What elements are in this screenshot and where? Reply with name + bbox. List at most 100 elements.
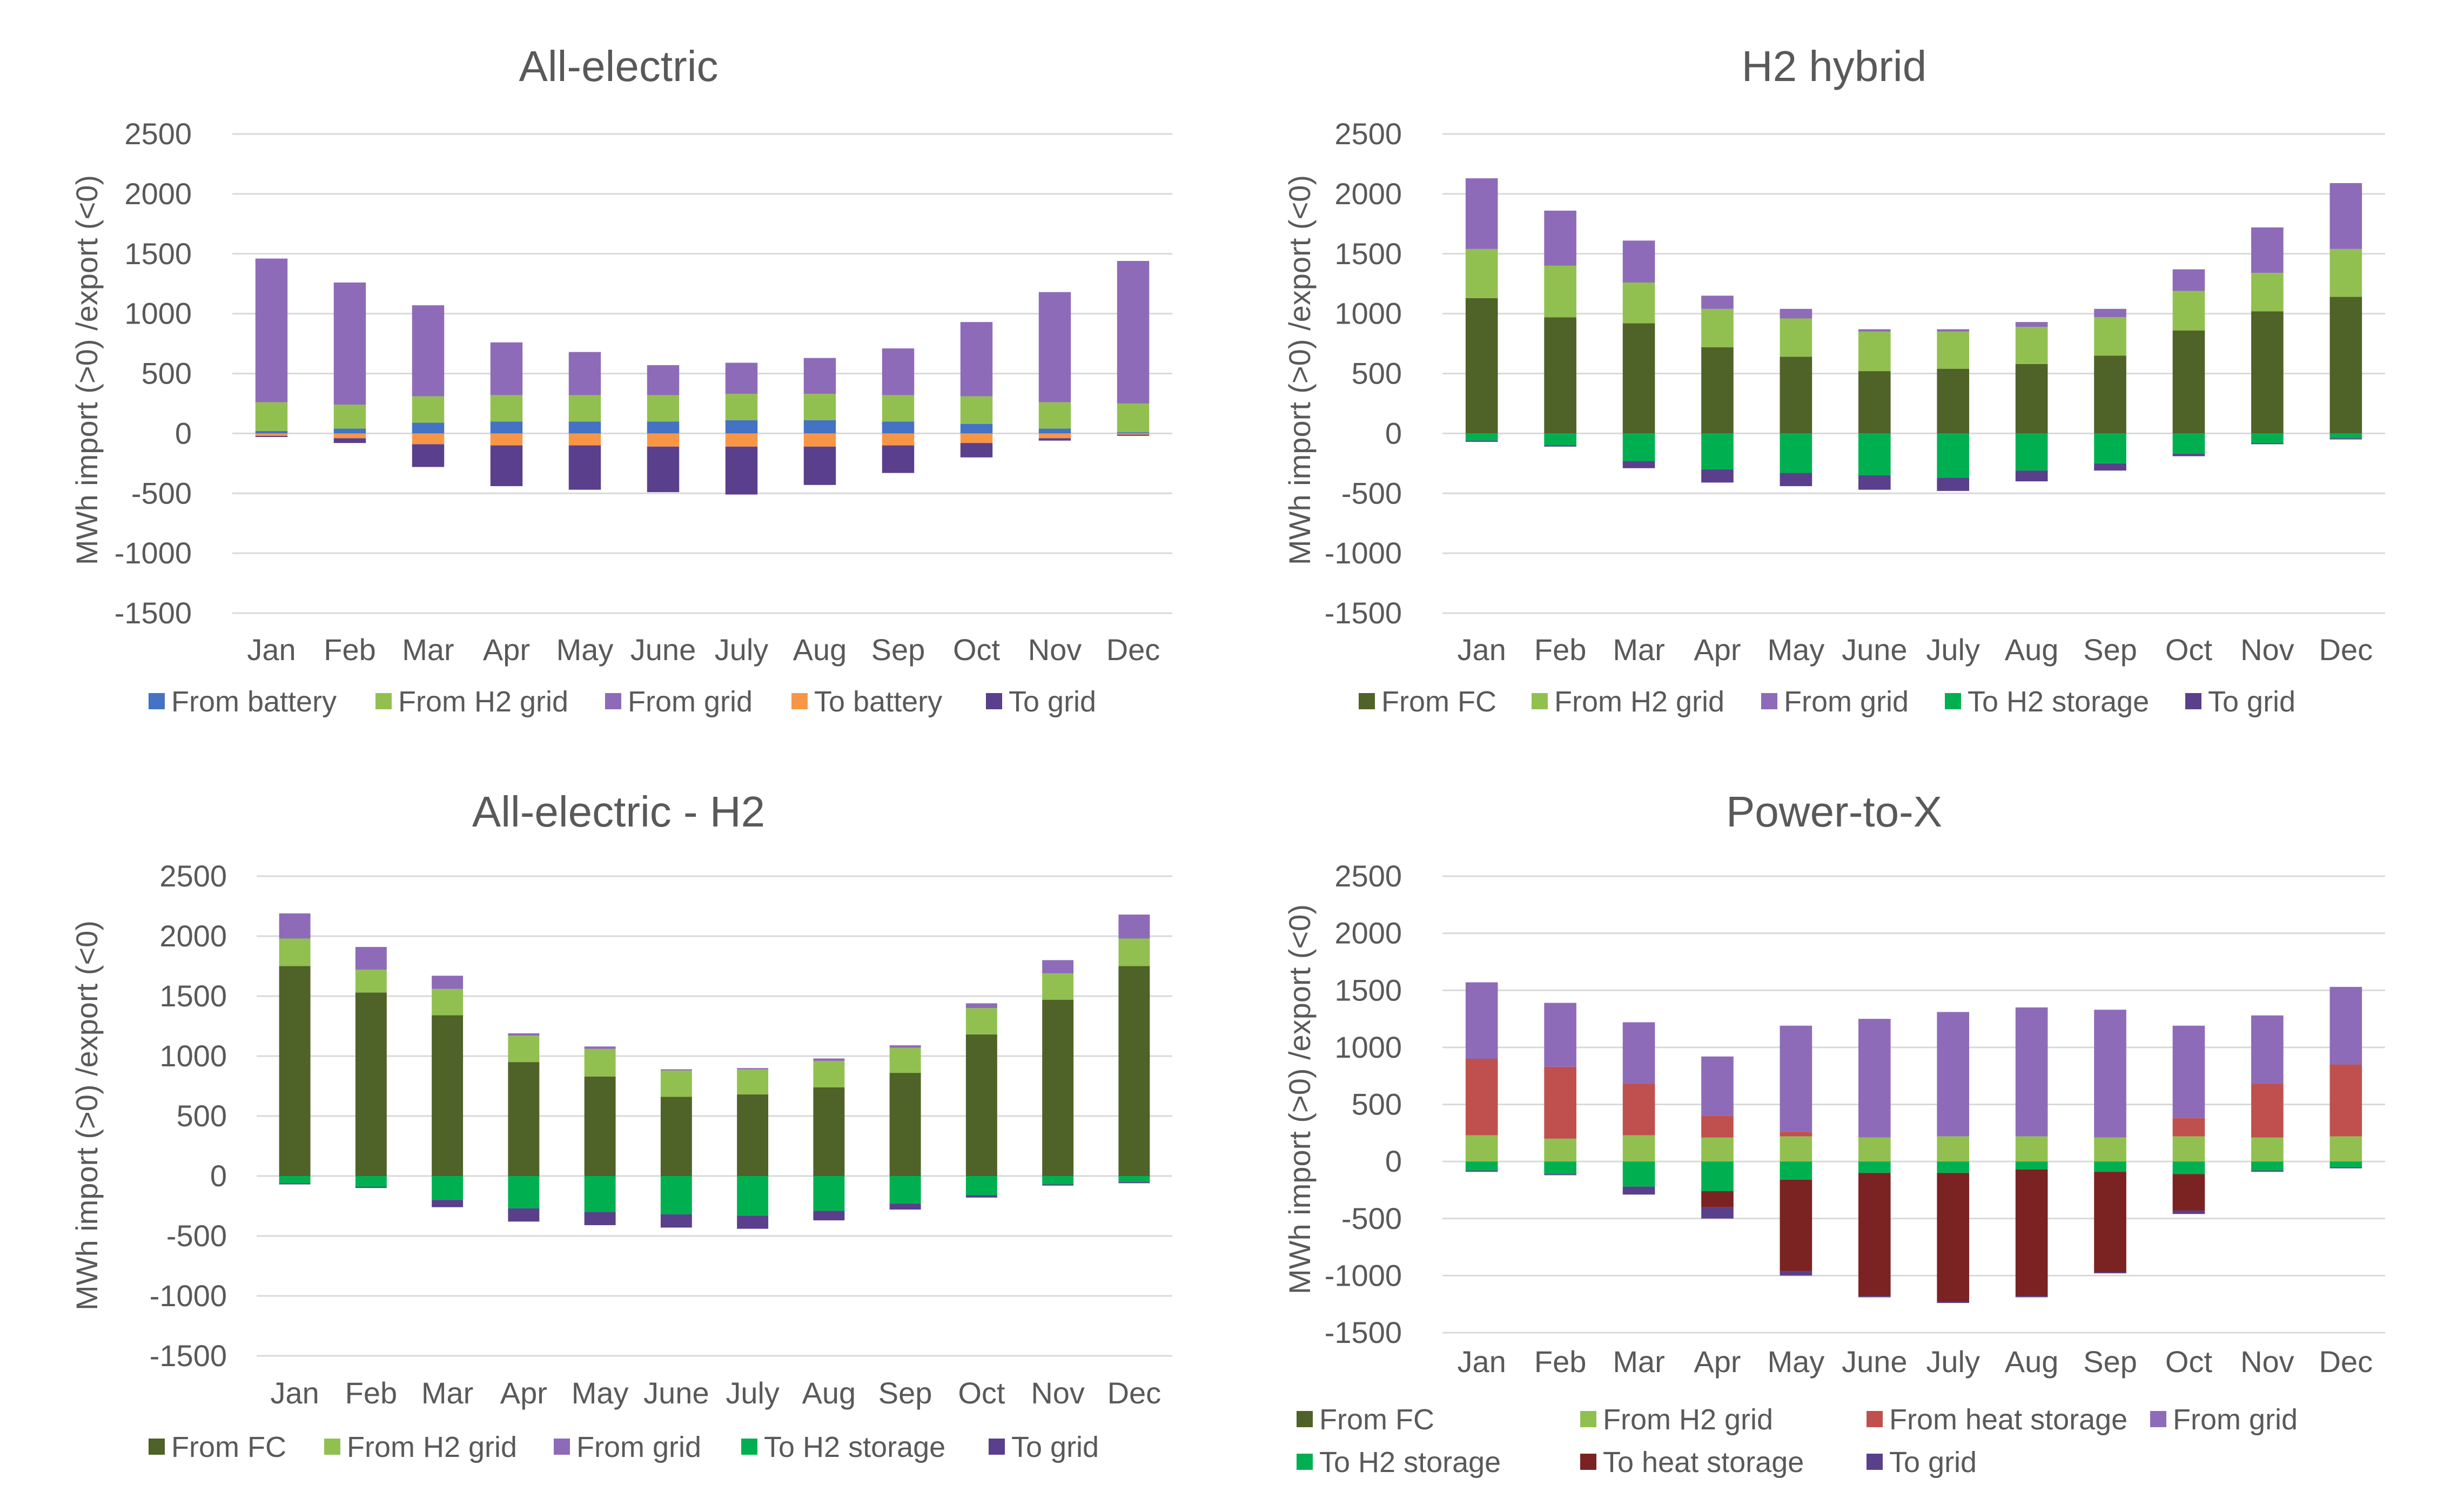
bar-from-grid — [568, 352, 601, 395]
bar-to-h2-storage — [1780, 1161, 1812, 1180]
bar-to-h2-storage — [355, 1176, 387, 1187]
bar-to-grid — [1465, 440, 1498, 442]
y-tick-label: -1000 — [1325, 1258, 1402, 1292]
x-tick-label: Sep — [871, 633, 925, 667]
y-tick-label: -500 — [131, 476, 192, 510]
bar-from-h2-grid — [2015, 327, 2048, 364]
bar-to-grid — [1780, 1271, 1812, 1276]
bar-to-grid — [432, 1200, 464, 1207]
x-tick-label: Oct — [2165, 633, 2213, 667]
bar-from-grid — [1118, 915, 1150, 939]
bar-to-h2-storage — [2251, 433, 2284, 443]
bar-from-fc — [1465, 298, 1498, 434]
bar-from-grid — [2329, 986, 2362, 1065]
legend-swatch — [2150, 1411, 2166, 1427]
y-tick-label: 1000 — [159, 1039, 227, 1073]
bar-from-grid — [2251, 227, 2284, 273]
bar-to-grid — [889, 1204, 921, 1210]
legend-swatch — [324, 1439, 340, 1455]
bar-to-h2-storage — [432, 1176, 464, 1200]
legend-item-from-fc: From FC — [1381, 686, 1496, 718]
y-tick-label: 1500 — [159, 979, 227, 1013]
bar-to-h2-storage — [2094, 433, 2126, 463]
bar-to-grid — [647, 446, 680, 493]
bar-from-h2-grid — [2251, 273, 2284, 312]
bar-to-grid — [1118, 1182, 1150, 1184]
x-tick-label: Mar — [402, 633, 454, 667]
x-tick-label: Oct — [958, 1376, 1005, 1410]
bar-to-h2-storage — [1701, 1161, 1734, 1192]
legend-item-to-h2-storage: To H2 storage — [764, 1431, 945, 1463]
y-tick-label: -1500 — [115, 596, 192, 630]
legend-swatch — [1297, 1411, 1313, 1427]
bar-from-h2-grid — [647, 395, 680, 422]
bar-to-h2-storage — [1465, 1161, 1498, 1171]
x-tick-label: July — [715, 633, 769, 667]
bar-from-h2-grid — [965, 1008, 997, 1035]
bar-to-battery — [412, 433, 445, 445]
bar-from-grid — [255, 258, 288, 402]
bar-to-h2-storage — [2172, 433, 2205, 454]
bar-from-grid — [1622, 240, 1655, 283]
bar-to-grid — [255, 435, 288, 438]
bar-to-h2-storage — [1465, 433, 1498, 441]
bar-to-grid — [1622, 1186, 1655, 1195]
bar-from-h2-grid — [2015, 1136, 2048, 1162]
bar-from-fc — [1118, 966, 1150, 1176]
bar-to-h2-storage — [1544, 433, 1576, 446]
bar-from-h2-grid — [432, 989, 464, 1016]
x-tick-label: Apr — [1694, 633, 1741, 667]
bar-to-h2-storage — [1858, 1161, 1891, 1173]
bar-from-heat-storage — [1544, 1066, 1576, 1139]
x-tick-label: Nov — [2240, 633, 2294, 667]
legend-swatch — [2185, 693, 2201, 709]
legend-swatch — [149, 693, 165, 709]
bar-to-grid — [279, 1183, 311, 1185]
bar-from-h2-grid — [725, 394, 758, 420]
bar-to-grid — [568, 445, 601, 490]
chart-all-electric-h2: All-electric - H2 MWh import (>0) /expor… — [70, 788, 1172, 1463]
bar-from-h2-grid — [2172, 291, 2205, 331]
bar-from-battery — [1117, 432, 1150, 434]
bar-to-battery — [255, 433, 288, 436]
y-tick-label: 500 — [142, 357, 192, 391]
bar-from-grid — [1544, 1003, 1576, 1067]
bar-to-grid — [1701, 469, 1734, 483]
legend-item-from-h2-grid: From H2 grid — [1603, 1403, 1773, 1436]
x-tick-label: May — [1767, 633, 1824, 667]
bar-from-h2-grid — [508, 1036, 540, 1063]
bar-from-fc — [432, 1015, 464, 1176]
bar-from-grid — [2015, 1007, 2048, 1137]
y-tick-label: 2500 — [159, 859, 227, 893]
legend: From FC From H2 grid From grid To H2 storag… — [149, 1431, 1099, 1463]
bar-from-grid — [1117, 261, 1150, 404]
bar-to-battery — [490, 433, 523, 446]
bar-from-grid — [2251, 1015, 2284, 1084]
bar-to-h2-storage — [813, 1176, 845, 1211]
legend-item-to-battery: To battery — [814, 686, 942, 718]
bar-from-battery — [882, 421, 915, 434]
bar-from-h2-grid — [1544, 265, 1576, 318]
bar-to-grid — [1937, 1301, 1970, 1303]
x-tick-label: Aug — [2005, 633, 2059, 667]
bar-from-grid — [490, 342, 523, 395]
bar-from-grid — [965, 1003, 997, 1009]
legend-item-to-heat-storage: To heat storage — [1603, 1446, 1804, 1479]
y-tick-label: 0 — [175, 416, 192, 450]
y-axis-label: MWh import (>0) /export (<0) — [70, 920, 104, 1311]
bar-to-h2-storage — [1937, 433, 1970, 478]
x-tick-label: Jan — [1458, 1345, 1506, 1379]
x-tick-label: Dec — [1107, 1376, 1162, 1410]
x-tick-label: July — [726, 1376, 780, 1410]
legend-swatch — [791, 693, 808, 709]
bar-from-h2-grid — [1858, 331, 1891, 372]
bar-to-grid — [1038, 438, 1071, 441]
bar-from-fc — [2015, 364, 2048, 434]
bar-from-grid — [1465, 982, 1498, 1059]
bar-to-grid — [412, 444, 445, 467]
bar-from-grid — [2015, 322, 2048, 327]
bar-from-h2-grid — [1118, 938, 1150, 966]
x-tick-label: June — [630, 633, 696, 667]
bar-to-grid — [1042, 1184, 1074, 1186]
bar-from-grid — [1038, 292, 1071, 402]
